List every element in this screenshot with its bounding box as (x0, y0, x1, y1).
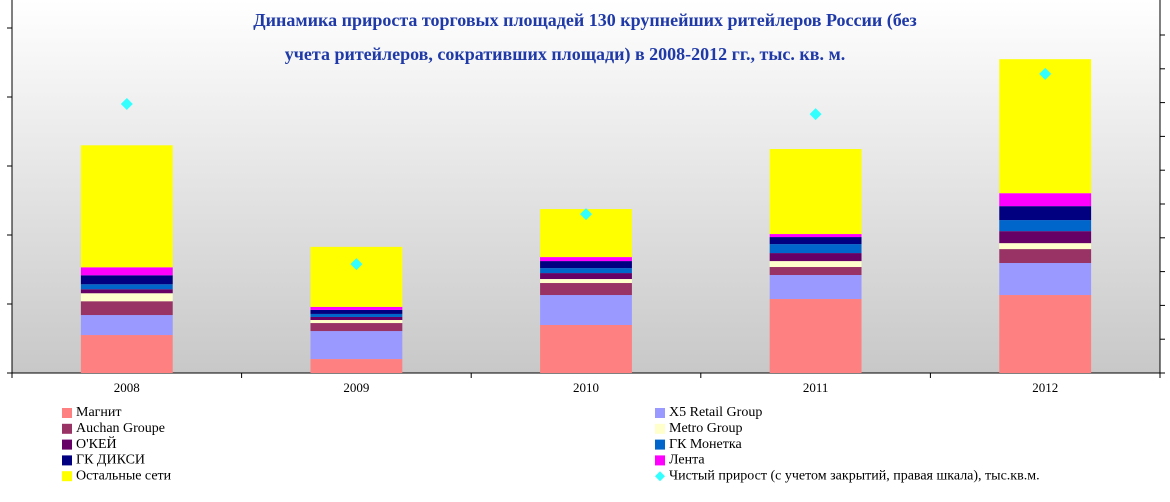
bar-segment (769, 234, 862, 238)
bar-segment (80, 301, 173, 316)
legend-marker (655, 471, 665, 482)
legend-swatch (655, 408, 665, 418)
bar-segment (310, 313, 403, 317)
bar-segment (80, 284, 173, 290)
x-tick-label: 2009 (343, 380, 369, 395)
legend-label: Лента (669, 453, 705, 468)
x-tick-label: 2010 (573, 380, 599, 395)
bar-segment (80, 267, 173, 276)
bar-segment (769, 253, 862, 262)
bar-segment (80, 275, 173, 285)
bar-segment (999, 59, 1092, 194)
bar-segment (80, 145, 173, 268)
bar-segment (310, 320, 403, 324)
bar-segment (540, 268, 632, 274)
bar-segment (540, 324, 632, 373)
bar-segment (310, 331, 403, 360)
x-tick-label: 2008 (114, 380, 140, 395)
legend-label: ГК Монетка (669, 437, 742, 452)
bar-segment (310, 306, 403, 310)
legend-label: Metro Group (669, 421, 743, 436)
scatter-point (350, 258, 363, 271)
scatter-point (809, 108, 822, 121)
bar-segment (769, 149, 862, 235)
bar-segment (540, 295, 632, 325)
x-tick-label: 2012 (1032, 380, 1058, 395)
bar-segment (310, 246, 403, 307)
legend-swatch (62, 439, 72, 450)
bar-segment (540, 279, 632, 284)
x-tick-label: 2011 (803, 380, 829, 395)
bar-segment (540, 257, 632, 262)
bar-segment (999, 231, 1092, 244)
bar-segment (540, 273, 632, 280)
chart-title: Динамика прироста торговых площадей 130 … (253, 10, 917, 31)
bar-segment (310, 359, 403, 373)
legend-label: ГК ДИКСИ (76, 453, 145, 468)
bar-segment (540, 283, 632, 296)
bar-segment (999, 243, 1092, 250)
bar-segment (999, 193, 1092, 207)
legend-label: X5 Retail Group (669, 405, 762, 420)
legend-label: Чистый прирост (с учетом закрытий, права… (669, 468, 1040, 483)
legend-label: О'КЕЙ (76, 435, 117, 452)
legend-swatch (62, 471, 72, 482)
scatter-point (1039, 67, 1052, 80)
bar-segment (999, 206, 1092, 221)
legend-label: Auchan Groupe (76, 421, 165, 436)
bar-segment (80, 289, 173, 294)
legend-swatch (62, 455, 72, 466)
scatter-point (580, 208, 592, 221)
legend-swatch (655, 423, 665, 434)
scatter-point (120, 97, 133, 110)
bar-segment (310, 309, 403, 314)
bar-segment (769, 244, 862, 254)
legend-swatch (62, 408, 72, 418)
bar-segment (769, 299, 862, 373)
bar-segment (999, 249, 1092, 264)
legend-label: Остальные сети (76, 468, 172, 483)
bar-segment (999, 220, 1092, 232)
legend-swatch (655, 455, 665, 466)
bar-segment (80, 315, 173, 336)
legend-swatch (655, 439, 665, 450)
bar-segment (769, 237, 862, 245)
bar-segment (769, 267, 862, 276)
bar-segment (80, 293, 173, 302)
bar-segment (999, 263, 1092, 296)
bar-segment (310, 316, 403, 321)
legend-swatch (62, 423, 72, 434)
chart-title: учета ритейлеров, сокративших площади) в… (285, 44, 845, 65)
bar-segment (999, 295, 1092, 373)
bar-segment (769, 275, 862, 300)
bar-segment (80, 335, 173, 373)
bar-segment (769, 261, 862, 268)
bar-segment (540, 261, 632, 269)
bar-segment (310, 323, 403, 332)
legend-label: Магнит (76, 405, 122, 420)
